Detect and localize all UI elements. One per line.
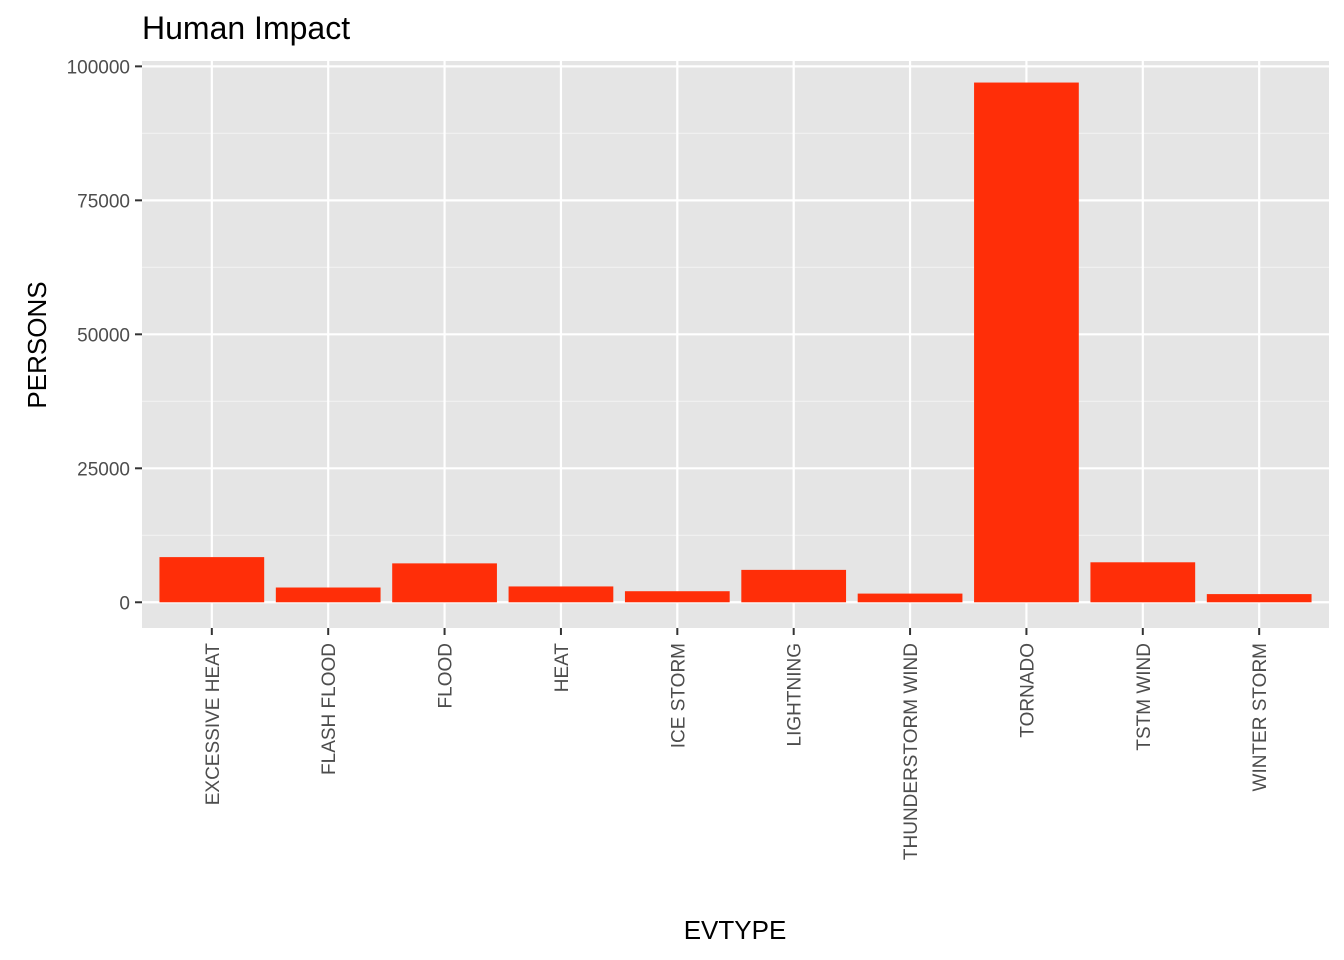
x-tick-label: LIGHTNING (785, 643, 806, 746)
x-tick-label: TORNADO (1017, 643, 1038, 738)
x-axis: EXCESSIVE HEAT FLASH FLOOD FLOOD HEAT ICE ST… (203, 628, 1271, 860)
x-tick-label: FLOOD (436, 643, 457, 708)
x-tick-label: WINTER STORM (1250, 643, 1271, 791)
y-tick-label: 25000 (77, 459, 130, 480)
chart-title: Human Impact (142, 10, 350, 46)
x-tick-label: FLASH FLOOD (319, 643, 340, 775)
bars (159, 82, 1312, 603)
y-axis: 0 25000 50000 75000 100000 (67, 57, 142, 614)
x-tick-label: THUNDERSTORM WIND (901, 643, 922, 860)
bar (624, 591, 730, 603)
x-tick-label: HEAT (552, 643, 573, 693)
plot-panel (142, 61, 1329, 628)
bar (275, 587, 381, 603)
grid-major (142, 61, 1329, 628)
bar (508, 586, 614, 603)
bar (857, 593, 963, 603)
bar (159, 557, 265, 603)
grid-minor (142, 132, 1329, 536)
bar (1090, 562, 1196, 603)
y-tick-label: 50000 (77, 325, 130, 346)
x-tick-label: EXCESSIVE HEAT (203, 643, 224, 806)
y-tick-label: 75000 (77, 191, 130, 212)
x-tick-label: ICE STORM (668, 643, 689, 748)
bar (392, 563, 497, 603)
bar (974, 82, 1079, 603)
bar (1206, 594, 1312, 603)
bar (741, 569, 847, 603)
y-axis-title: PERSONS (22, 281, 52, 408)
x-tick-label: TSTM WIND (1134, 643, 1155, 751)
y-tick-label: 0 (119, 593, 130, 614)
x-axis-title: EVTYPE (684, 915, 787, 945)
y-tick-label: 100000 (67, 57, 130, 78)
